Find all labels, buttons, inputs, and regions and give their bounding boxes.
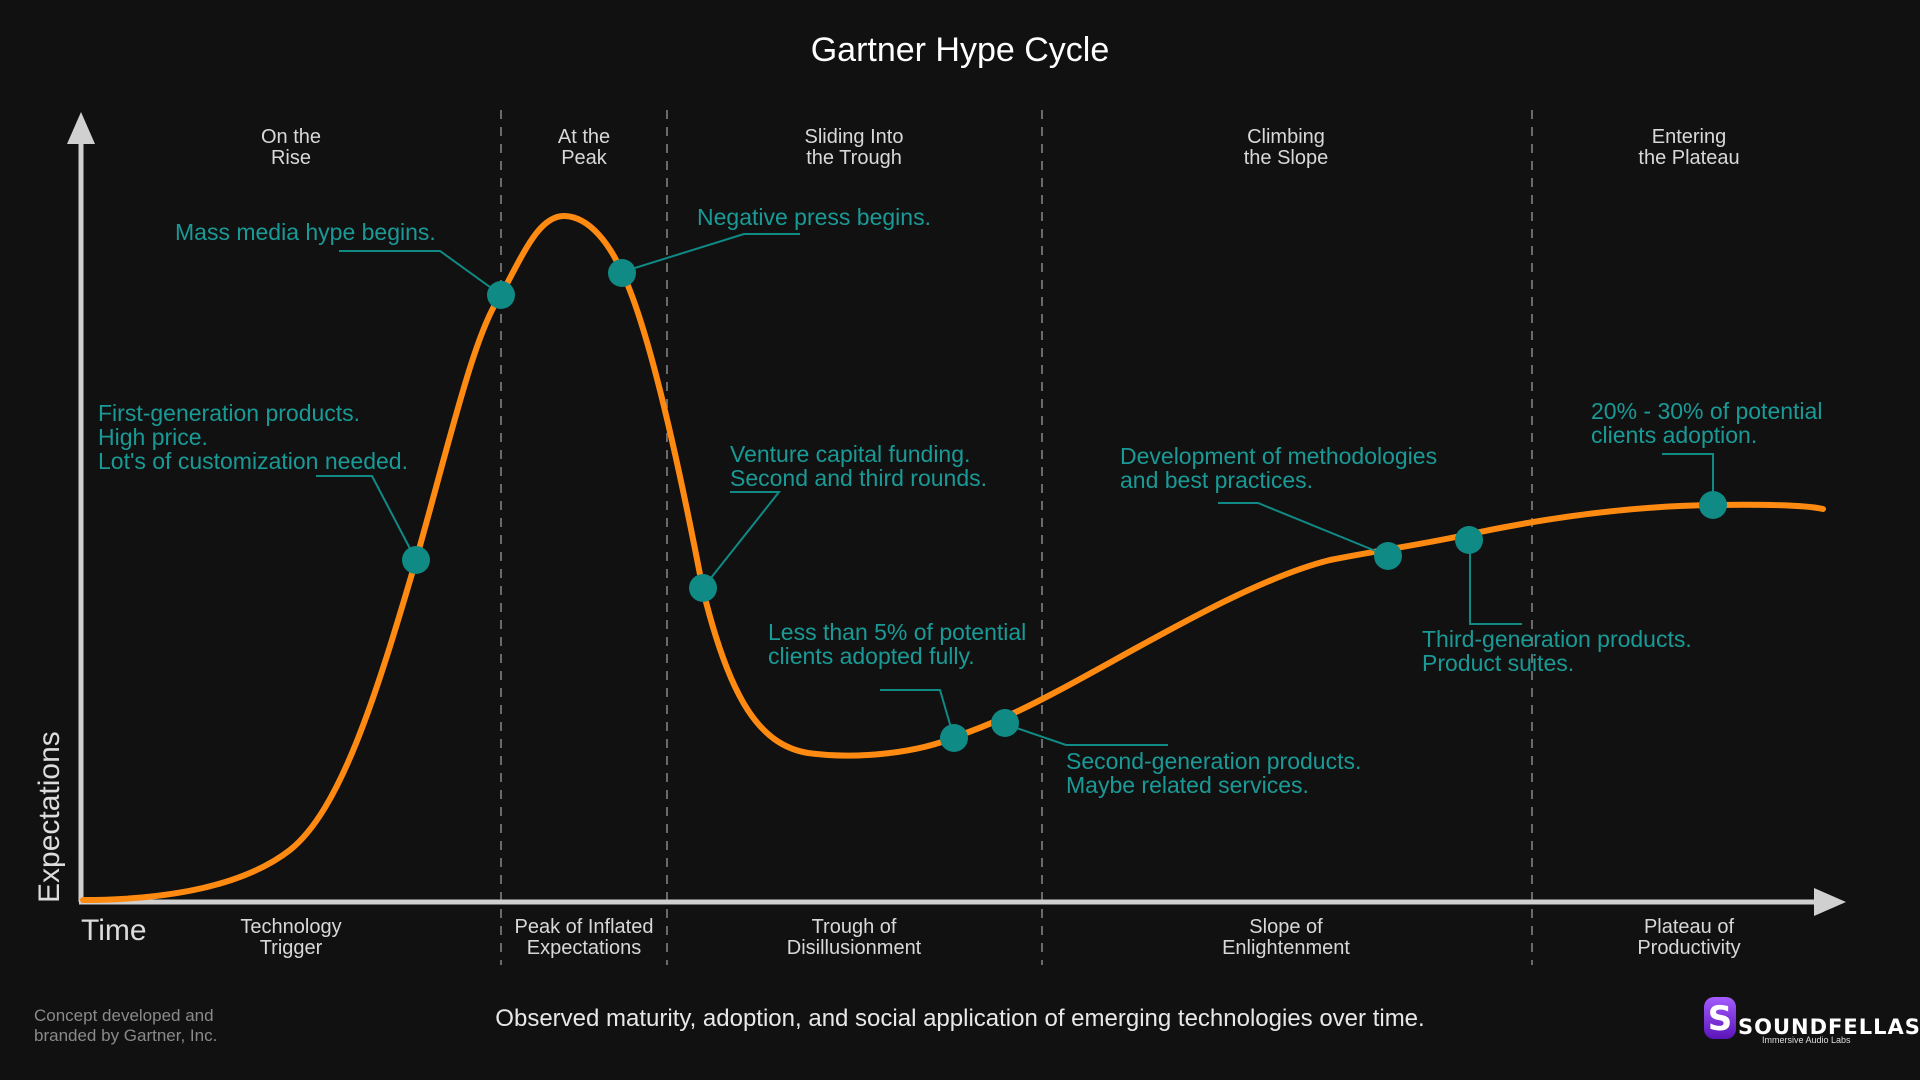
phase-dividers [500,110,1533,965]
leader-line [1662,453,1714,505]
leader-line [1469,540,1522,625]
milestone-marker [991,709,1019,737]
milestone-marker [1374,542,1402,570]
phase-top-label: Entering the Plateau [1638,126,1739,169]
caption: Observed maturity, adoption, and social … [495,1005,1424,1032]
phase-top-labels: On the Rise At the Peak Sliding Into the Tr… [261,126,1740,169]
phase-bottom-label: Technology Trigger [240,916,341,959]
phase-top-label: On the Rise [261,126,321,169]
x-axis-label: Time [81,914,147,947]
y-axis-label: Expectations [33,731,66,903]
annotation-text: Less than 5% of potential clients adopte… [768,619,1033,669]
phase-bottom-label: Peak of Inflated Expectations [515,916,654,959]
credit-text: Concept developed and branded by Gartner… [34,1006,218,1045]
y-axis-arrow [67,112,95,144]
milestone-marker [689,574,717,602]
leader-line [880,689,955,739]
phase-top-label: Climbing the Slope [1244,126,1329,169]
logo-text: SOUNDFELLAS [1738,1015,1920,1039]
leader-lines [316,233,1714,746]
phase-top-label: Sliding Into the Trough [805,126,904,169]
milestone-marker [487,281,515,309]
logo-tagline: Immersive Audio Labs [1762,1035,1851,1045]
annotation-text: 20% - 30% of potential clients adoption. [1591,398,1829,448]
annotation-text: Development of methodologies and best pr… [1120,443,1443,493]
annotation-text: Mass media hype begins. [175,219,436,245]
annotation-text: First-generation products. High price. L… [98,400,408,474]
milestone-marker [608,259,636,287]
annotation-text: Negative press begins. [697,204,931,230]
phase-bottom-label: Trough of Disillusionment [787,916,922,959]
logo-badge [1704,997,1736,1039]
milestone-markers [402,259,1727,752]
leader-line [316,475,417,561]
annotation-text: Third-generation products. Product suite… [1422,626,1698,676]
leader-line [1004,723,1168,746]
phase-bottom-label: Slope of Enlightenment [1222,916,1350,959]
hype-curve [80,212,1826,903]
leader-line [1218,502,1389,557]
annotation-text: Venture capital funding. Second and thir… [730,441,987,491]
milestone-marker [1699,491,1727,519]
milestone-marker [940,724,968,752]
leader-line [621,233,800,273]
annotation-text: Second-generation products. Maybe relate… [1066,748,1368,798]
chart-title: Gartner Hype Cycle [811,31,1110,69]
phase-bottom-labels: Technology Trigger Peak of Inflated Expect… [240,916,1740,959]
milestone-marker [402,546,430,574]
soundfellas-logo: S SOUNDFELLAS Immersive Audio Labs [1704,997,1920,1045]
annotations: First-generation products. High price. L… [98,204,1829,798]
leader-line [339,250,502,296]
milestone-marker [1455,526,1483,554]
leader-line [702,491,782,589]
x-axis-arrow [1814,888,1846,916]
axes: Expectations Time [33,112,1846,947]
logo-s-glyph: S [1708,999,1733,1039]
phase-top-label: At the Peak [558,126,610,169]
phase-bottom-label: Plateau of Productivity [1637,916,1740,959]
